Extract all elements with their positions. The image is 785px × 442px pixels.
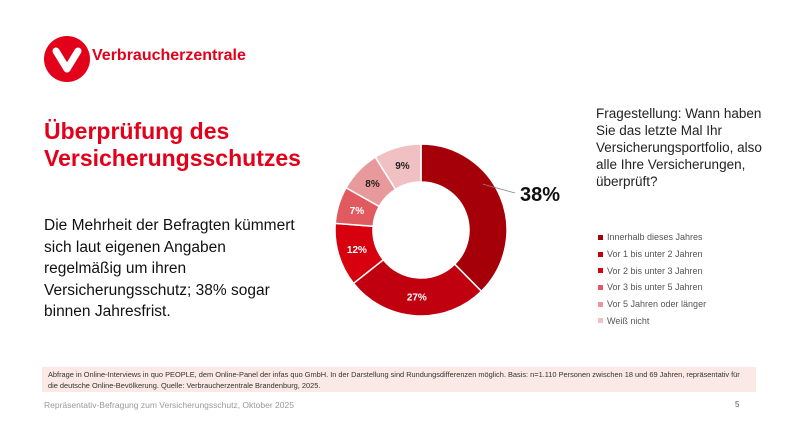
donut-slice (374, 143, 422, 191)
page-number: 5 (735, 400, 740, 409)
slice-label: 38% (520, 184, 560, 206)
legend-label: Vor 3 bis unter 5 Jahren (607, 282, 703, 293)
slice-label: 12% (347, 245, 367, 256)
methodology-note: Abfrage in Online-Interviews in quo PEOP… (42, 367, 756, 392)
legend-swatch (598, 284, 603, 290)
footer-text: Repräsentativ-Befragung zum Versicherung… (44, 400, 294, 410)
legend-item: Weiß nicht (598, 312, 706, 329)
legend: Innerhalb dieses Jahres Vor 1 bis unter 2… (598, 229, 706, 329)
legend-label: Vor 5 Jahren oder länger (607, 299, 707, 310)
slice-label: 27% (407, 292, 427, 303)
legend-label: Vor 1 bis unter 2 Jahren (607, 249, 703, 260)
legend-item: Vor 1 bis unter 2 Jahren (598, 246, 706, 263)
donut-slice (352, 258, 483, 317)
legend-item: Vor 5 Jahren oder länger (598, 296, 706, 313)
legend-label: Weiß nicht (607, 315, 650, 326)
legend-swatch (598, 318, 603, 324)
legend-swatch (598, 234, 603, 240)
legend-label: Vor 2 bis unter 3 Jahren (607, 265, 703, 276)
title-line: Überprüfung des (44, 118, 230, 144)
legend-swatch (598, 251, 603, 257)
logo-icon (44, 36, 90, 82)
legend-swatch (598, 301, 603, 307)
brand-name: Verbraucherzentrale (92, 47, 246, 64)
legend-item: Vor 3 bis unter 5 Jahren (598, 279, 706, 296)
legend-item: Vor 2 bis unter 3 Jahren (598, 262, 706, 279)
body-text: Die Mehrheit der Befragten kümmert sich … (44, 217, 295, 320)
title-line: Versicherungsschutzes (44, 145, 301, 171)
question-text: Fragestellung: Wann haben Sie das letzte… (596, 106, 762, 189)
legend-item: Innerhalb dieses Jahres (598, 229, 706, 246)
legend-label: Innerhalb dieses Jahres (607, 232, 703, 243)
legend-swatch (598, 268, 603, 274)
donut-slice (420, 143, 508, 293)
slice-label: 8% (365, 179, 380, 190)
slice-label: 7% (350, 206, 365, 217)
page-title: Überprüfung des Versicherungsschutzes (44, 118, 301, 172)
donut-chart: 38% 27% 12% 7% 8% 9% (334, 143, 560, 317)
leader-line (482, 183, 516, 194)
slice-label: 9% (395, 161, 410, 172)
